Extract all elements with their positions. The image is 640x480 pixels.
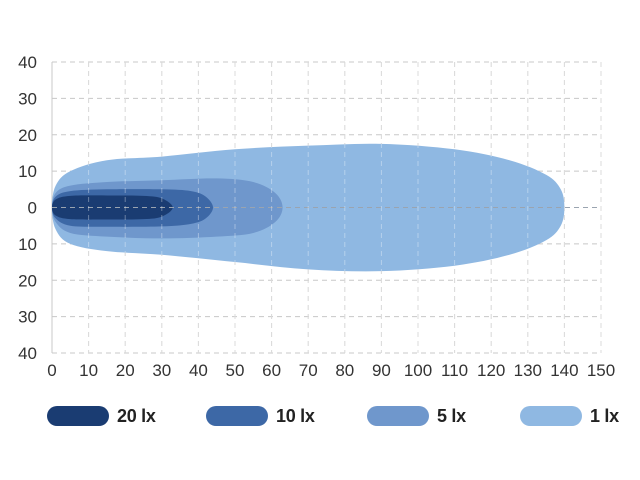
x-tick-label: 0 (47, 361, 56, 380)
y-tick-label: 40 (18, 53, 37, 72)
legend-label-1lx: 1 lx (590, 405, 619, 426)
x-tick-label: 60 (262, 361, 281, 380)
legend-label-20lx: 20 lx (117, 405, 156, 426)
x-tick-label: 40 (189, 361, 208, 380)
x-tick-label: 50 (226, 361, 245, 380)
legend-label-10lx: 10 lx (276, 405, 315, 426)
axis-lines (52, 62, 602, 353)
x-tick-label: 20 (116, 361, 135, 380)
y-tick-label: 20 (18, 126, 37, 145)
x-tick-label: 130 (514, 361, 542, 380)
x-tick-label: 10 (79, 361, 98, 380)
legend-item-10lx: 10 lx (206, 404, 315, 428)
legend-swatch-1lx (520, 406, 582, 426)
y-tick-label: 30 (18, 89, 37, 108)
isolux-area-20lx (52, 195, 173, 220)
x-tick-label: 100 (404, 361, 432, 380)
x-tick-label: 70 (299, 361, 318, 380)
x-tick-label: 110 (441, 361, 468, 380)
x-tick-label: 150 (587, 361, 615, 380)
legend-item-5lx: 5 lx (367, 404, 466, 428)
y-tick-label: 40 (18, 344, 37, 363)
legend-swatch-10lx (206, 406, 268, 426)
legend-label-5lx: 5 lx (437, 405, 466, 426)
y-tick-label: 0 (28, 199, 37, 218)
x-tick-label: 30 (152, 361, 171, 380)
legend-swatch-5lx (367, 406, 429, 426)
y-tick-label: 10 (18, 162, 37, 181)
y-tick-label: 10 (18, 235, 37, 254)
x-tick-label: 120 (477, 361, 505, 380)
y-tick-label: 20 (18, 271, 37, 290)
y-tick-label: 30 (18, 308, 37, 327)
x-tick-label: 140 (550, 361, 578, 380)
legend-swatch-20lx (47, 406, 109, 426)
y-axis-ticks: 40 30 20 10 0 10 20 30 40 (18, 53, 37, 363)
x-tick-label: 80 (335, 361, 354, 380)
x-axis-ticks: 0 10 20 30 40 50 60 70 80 90 100 110 120 130 140 150 (47, 361, 615, 380)
x-tick-label: 90 (372, 361, 391, 380)
legend-item-20lx: 20 lx (47, 404, 156, 428)
legend-item-1lx: 1 lx (520, 404, 619, 428)
